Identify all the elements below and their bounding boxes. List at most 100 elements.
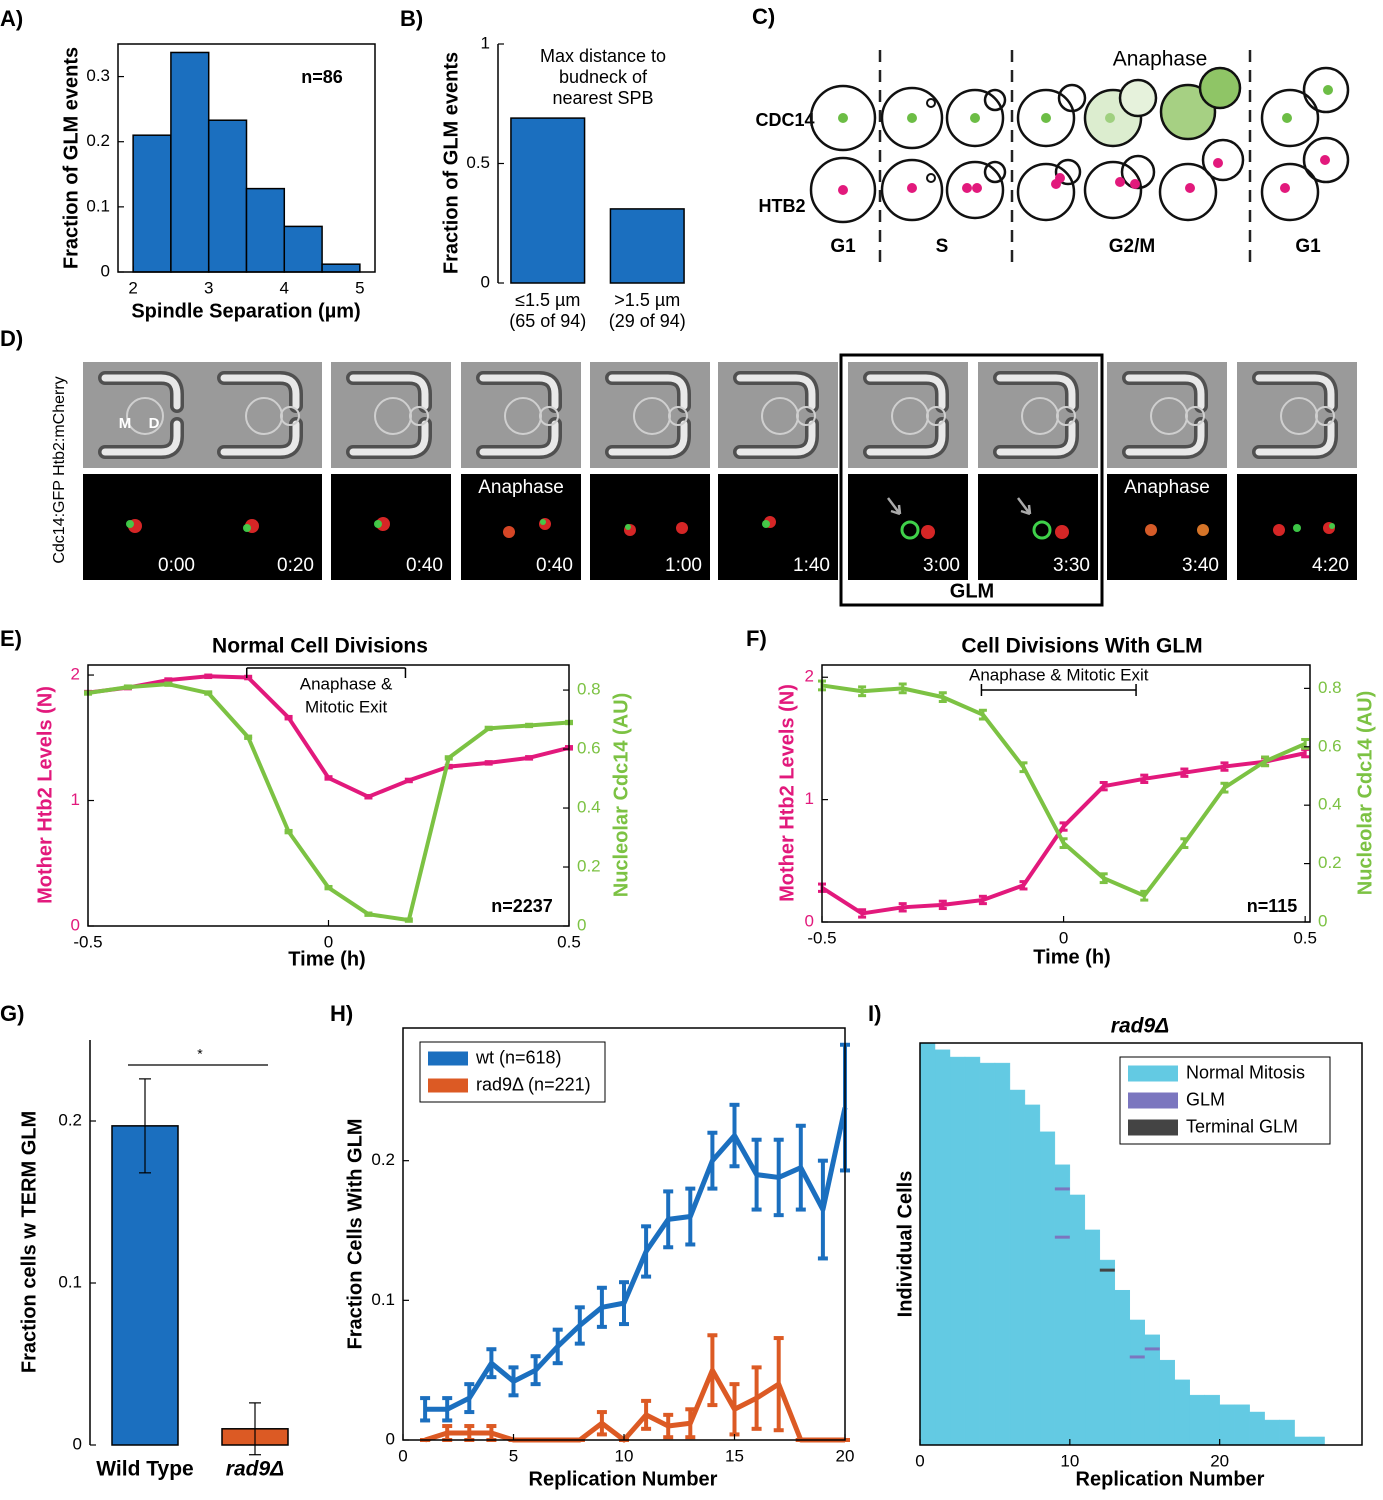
nucleus: [1320, 155, 1330, 165]
x-tick-label: 20: [1210, 1451, 1229, 1470]
cell: [983, 160, 1007, 184]
bar: [1219, 1404, 1235, 1446]
x-tick-note: (29 of 94): [609, 311, 686, 331]
y-tick-label: 1: [71, 790, 80, 809]
bud-outline: [409, 406, 429, 426]
legend-swatch: [1128, 1092, 1178, 1109]
arrow: [887, 497, 902, 516]
time-label: 3:00: [923, 555, 960, 576]
glm-ring: [900, 520, 920, 540]
y-tick-label: 0: [386, 1429, 395, 1448]
x-tick-label: -0.5: [73, 932, 102, 951]
cell: [945, 160, 1005, 220]
nucleus: [972, 183, 982, 193]
fluorescent-spot: [1055, 525, 1069, 539]
fluorescence-frame: [718, 474, 838, 580]
cell-outline: [126, 397, 164, 435]
y2-tick-label: 0.2: [577, 857, 601, 876]
fluorescent-spot: [243, 524, 251, 532]
fluorescent-spot: [1273, 524, 1285, 536]
y-axis-label: Mother Htb2 Levels (N): [776, 684, 798, 902]
cell: [1016, 162, 1076, 222]
nucleus: [1185, 183, 1195, 193]
legend-swatch: [1128, 1065, 1178, 1082]
panel-label: F): [746, 626, 767, 651]
bar: [1114, 1289, 1131, 1446]
y-tick-label: 0.1: [86, 196, 110, 215]
x-tick-note: (65 of 94): [509, 311, 586, 331]
bar: [964, 1056, 981, 1446]
x-tick-label: 0: [398, 1446, 407, 1465]
significance-label: *: [197, 1046, 203, 1062]
cell: [809, 156, 877, 224]
series-line: [424, 1367, 845, 1443]
glm-ring: [1032, 520, 1052, 540]
nucleus: [907, 113, 917, 123]
time-label: 3:30: [1053, 555, 1090, 576]
y-tick-label: 0.1: [371, 1290, 395, 1309]
legend-label: wt (n=618): [475, 1047, 562, 1067]
panel-label: E): [0, 626, 22, 651]
legend-swatch: [428, 1078, 468, 1093]
trap: [479, 374, 559, 410]
legend-swatch: [428, 1051, 468, 1066]
bar: [1129, 1319, 1145, 1446]
nucleus: [962, 183, 972, 193]
x-tick-label: 5: [355, 278, 364, 297]
bar: [1099, 1259, 1116, 1446]
trap: [608, 420, 688, 456]
y2-tick-label: 0.2: [1318, 853, 1342, 872]
chart-title: Normal Cell Divisions: [212, 635, 428, 658]
y-tick-label: 2: [71, 665, 80, 684]
bar: [510, 117, 586, 284]
phase-label: G1: [830, 236, 856, 257]
time-label: 3:40: [1182, 555, 1219, 576]
axes-box: [402, 1027, 846, 1441]
bar: [1054, 1164, 1071, 1446]
fluorescence-frame: [83, 474, 203, 580]
trap: [479, 420, 559, 456]
cell: [1016, 88, 1076, 148]
fluorescence-frame: [461, 474, 581, 580]
y2-tick-label: 0: [1318, 911, 1327, 930]
nucleus: [907, 183, 917, 193]
y-tick-label: 0: [71, 915, 80, 934]
bar: [1234, 1404, 1250, 1446]
y-tick-label: 0: [481, 272, 490, 291]
x-tick-label: 10: [615, 1446, 634, 1465]
bracket-label: Mitotic Exit: [305, 697, 387, 716]
cell: [880, 86, 944, 150]
x-tick-label: rad9Δ: [226, 1458, 284, 1481]
y-axis-label: Fraction of GLM events: [440, 52, 462, 274]
cell: [1201, 138, 1245, 182]
bracket-label: Anaphase & Mitotic Exit: [969, 665, 1149, 684]
bar: [170, 51, 210, 273]
annotation: nearest SPB: [552, 88, 653, 108]
nucleus: [970, 113, 980, 123]
highlight-box: [839, 353, 1104, 607]
x-tick-label: -0.5: [807, 928, 836, 947]
bar: [132, 134, 172, 273]
bar: [1294, 1436, 1310, 1446]
fluorescence-frame: [331, 474, 451, 580]
fluorescent-spot: [1197, 524, 1209, 536]
annotation: Max distance to: [540, 46, 666, 66]
nucleus: [838, 185, 848, 195]
bar: [245, 187, 286, 273]
axes-box: [821, 664, 1311, 923]
panel-label: G): [0, 1001, 24, 1026]
time-label: 1:40: [793, 555, 830, 576]
nucleus: [1130, 179, 1140, 189]
y2-tick-label: 0.4: [577, 798, 601, 817]
annotation: n=2237: [491, 896, 553, 916]
fluorescent-spot: [921, 525, 935, 539]
bar: [979, 1062, 996, 1446]
cell-label: D: [149, 415, 160, 432]
x-tick-label: 20: [836, 1446, 855, 1465]
row-label: HTB2: [758, 196, 805, 216]
series-line: [821, 683, 1306, 898]
cell: [1302, 66, 1350, 114]
fluorescence-frame: [202, 474, 322, 580]
cell: [1159, 83, 1217, 141]
